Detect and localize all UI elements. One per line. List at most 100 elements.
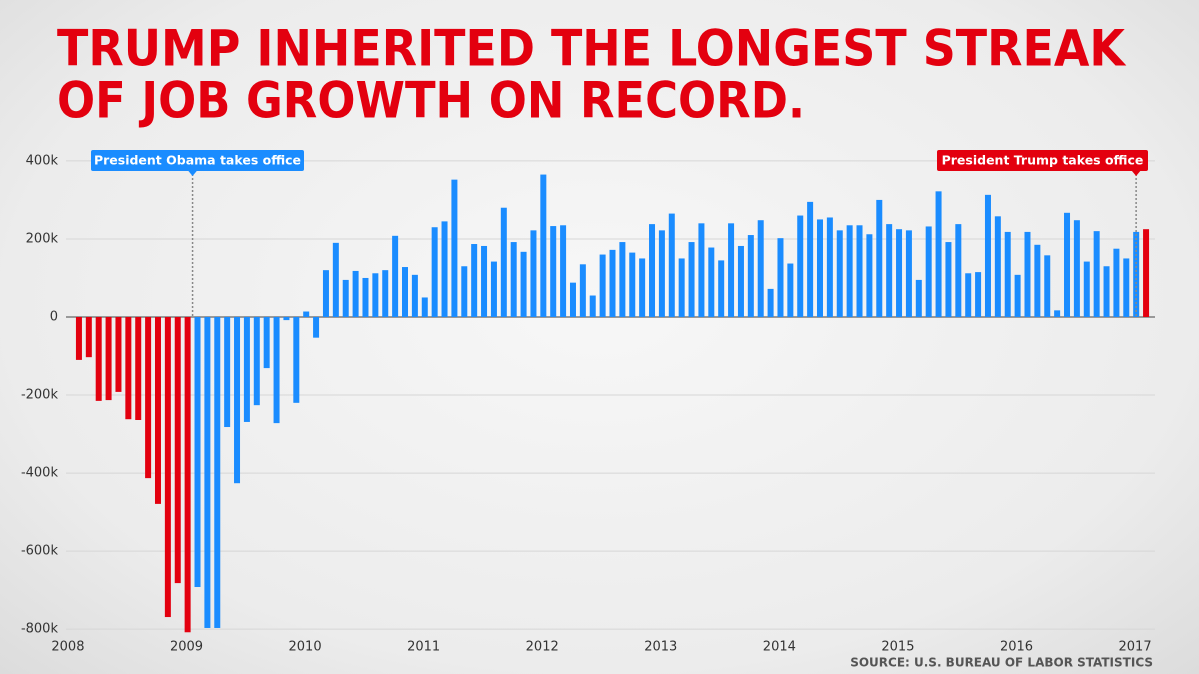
bar: [164, 316, 171, 618]
y-tick-label: 0: [50, 309, 58, 324]
bar: [451, 179, 458, 317]
bar: [826, 217, 833, 317]
annotation-pointer: [187, 170, 198, 176]
bar: [678, 258, 685, 317]
bar: [639, 258, 646, 317]
bar: [767, 288, 774, 317]
bar: [1083, 261, 1090, 317]
bar: [589, 295, 596, 317]
bar: [668, 213, 675, 317]
bar: [342, 279, 349, 317]
bar: [658, 230, 665, 317]
bar: [115, 316, 122, 392]
bar: [253, 316, 260, 406]
bar: [915, 279, 922, 317]
chart-title: OF JOB GROWTH ON RECORD.: [57, 72, 805, 130]
bar: [975, 272, 982, 317]
bar: [145, 316, 152, 479]
bar: [797, 215, 804, 317]
bar: [728, 223, 735, 317]
bar: [243, 316, 250, 422]
annotation-text: President Trump takes office: [942, 153, 1144, 168]
annotation-box: [91, 150, 304, 171]
bar: [984, 194, 991, 317]
bar: [945, 242, 952, 317]
bar: [905, 230, 912, 317]
bar: [1073, 220, 1080, 317]
x-tick-label: 2014: [763, 640, 796, 655]
bar: [234, 316, 241, 484]
bar: [313, 316, 320, 338]
bar: [520, 251, 527, 317]
annotation-text: President Obama takes office: [94, 153, 301, 168]
y-tick-label: 400k: [26, 153, 59, 168]
y-tick-label: -200k: [21, 388, 59, 403]
y-tick-label: -800k: [21, 622, 59, 637]
bar: [609, 249, 616, 317]
source-note: SOURCE: U.S. BUREAU OF LABOR STATISTICS: [850, 656, 1153, 670]
bar: [85, 316, 92, 358]
bar: [194, 316, 201, 588]
bar: [1113, 248, 1120, 317]
bar: [530, 230, 537, 317]
bar: [757, 220, 764, 317]
x-tick-label: 2015: [881, 640, 914, 655]
bar: [214, 316, 221, 628]
bar: [392, 235, 399, 317]
bar: [95, 316, 102, 401]
bar: [332, 242, 339, 317]
bar: [955, 224, 962, 317]
bar: [1064, 212, 1071, 317]
bar: [896, 229, 903, 317]
bar: [204, 316, 211, 628]
bar: [1093, 231, 1100, 317]
bar: [846, 225, 853, 317]
bar: [569, 282, 576, 317]
x-tick-label: 2017: [1119, 640, 1152, 655]
bar: [629, 252, 636, 317]
bar: [490, 261, 497, 317]
bar: [816, 219, 823, 317]
bar: [579, 264, 586, 317]
bar: [75, 316, 82, 360]
bar: [787, 263, 794, 317]
bar: [718, 260, 725, 317]
bar: [303, 311, 310, 317]
bar: [925, 226, 932, 317]
bar: [184, 316, 191, 633]
annotation-pointer: [1131, 170, 1142, 176]
bar: [224, 316, 231, 428]
bar: [273, 316, 280, 424]
bar: [1014, 274, 1021, 317]
bar: [688, 242, 695, 317]
bar: [1143, 229, 1150, 317]
chart-title: TRUMP INHERITED THE LONGEST STREAK: [57, 20, 1127, 78]
bar: [382, 270, 389, 317]
bar: [510, 242, 517, 317]
bar: [471, 244, 478, 317]
bar: [500, 207, 507, 317]
bar: [737, 245, 744, 317]
bar: [866, 234, 873, 317]
bar: [154, 316, 161, 504]
bar: [540, 174, 547, 317]
bar: [886, 224, 893, 317]
bar: [856, 225, 863, 317]
bar: [402, 267, 409, 317]
bar: [560, 225, 567, 317]
bar: [708, 247, 715, 317]
bar: [935, 191, 942, 317]
y-tick-label: -400k: [21, 466, 59, 481]
bar: [807, 201, 814, 317]
bar: [1004, 231, 1011, 317]
bar: [322, 270, 329, 317]
bar: [876, 199, 883, 317]
x-tick-label: 2013: [644, 640, 677, 655]
bar: [649, 224, 656, 317]
bar: [965, 273, 972, 317]
bar: [550, 226, 557, 317]
bar: [1034, 244, 1041, 317]
bar: [283, 316, 290, 321]
bar: [599, 254, 606, 317]
